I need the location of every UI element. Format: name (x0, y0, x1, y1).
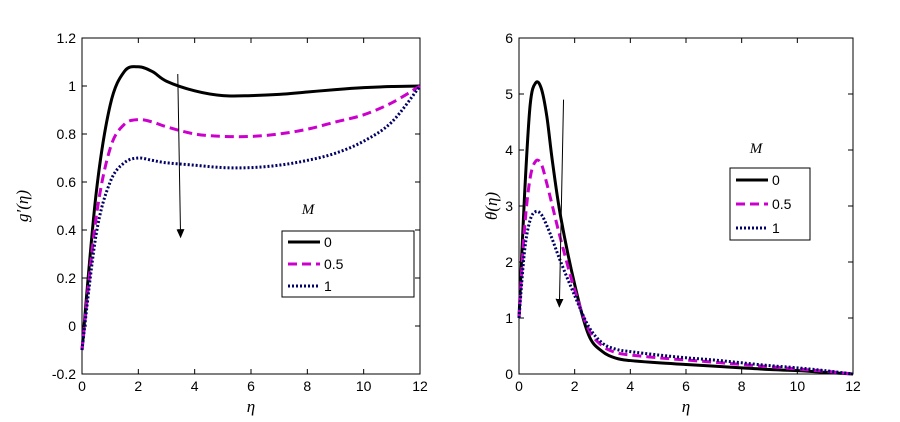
y-tick-label: 5 (505, 86, 513, 102)
x-tick-label: 4 (191, 378, 199, 394)
legend-label: 0 (772, 172, 780, 188)
x-tick-label: 2 (134, 378, 142, 394)
y-tick-label: 0.8 (57, 126, 77, 142)
legend-label: 0.5 (324, 256, 344, 272)
legend-title: M (749, 141, 764, 157)
x-tick-label: 4 (626, 378, 634, 394)
y-tick-label: 1 (505, 310, 513, 326)
y-axis-label: g′(η) (13, 190, 32, 222)
x-tick-label: 0 (78, 378, 86, 394)
y-tick-label: 0 (505, 366, 513, 382)
y-tick-label: 6 (505, 30, 513, 46)
y-tick-label: 1 (68, 78, 76, 94)
legend-title: M (301, 202, 316, 218)
y-tick-label: 0.4 (57, 222, 77, 238)
y-tick-label: 3 (505, 198, 513, 214)
x-axis-label: η (682, 397, 690, 416)
series-line-0 (80, 65, 421, 351)
trend-arrow (555, 99, 565, 308)
x-tick-label: 8 (738, 378, 746, 394)
x-tick-label: 12 (845, 378, 861, 394)
y-tick-label: 2 (505, 254, 513, 270)
y-tick-label: 4 (505, 142, 513, 158)
legend-label: 1 (324, 278, 332, 294)
series-line-1 (517, 209, 854, 376)
x-tick-label: 10 (356, 378, 372, 394)
legend: 00.51 (729, 167, 811, 241)
series-line-0-5 (517, 158, 854, 376)
legend-label: 0 (324, 234, 332, 250)
x-tick-label: 6 (682, 378, 690, 394)
legend: 00.51 (281, 230, 415, 298)
y-axis-label: θ(η) (482, 192, 501, 220)
chart-1: 0 2 4 6 8 10 12-0.200.20.40.60.811.2ηg′(η) M00.… (13, 30, 428, 416)
x-tick-label: 6 (247, 378, 255, 394)
x-tick-label: 2 (571, 378, 579, 394)
x-tick-label: 0 (515, 378, 523, 394)
plot-frame (81, 37, 421, 375)
x-tick-label: 12 (412, 378, 428, 394)
y-tick-label: -0.2 (52, 366, 76, 382)
legend-label: 0.5 (772, 196, 792, 212)
legend-label: 1 (772, 220, 780, 236)
series-line-0 (517, 80, 854, 376)
y-tick-label: 0.2 (57, 270, 77, 286)
x-tick-label: 10 (790, 378, 806, 394)
trend-arrow (176, 73, 185, 239)
series-line-0-5 (80, 84, 421, 351)
y-tick-label: 1.2 (57, 30, 77, 46)
y-tick-label: 0 (68, 318, 76, 334)
x-tick-label: 8 (303, 378, 311, 394)
x-axis-label: η (247, 397, 255, 416)
series-line-1 (80, 85, 422, 351)
y-tick-label: 0.6 (57, 174, 77, 190)
